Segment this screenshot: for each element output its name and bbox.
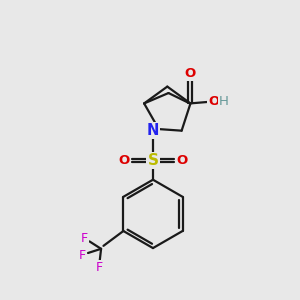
Text: F: F — [96, 261, 103, 274]
Text: F: F — [81, 232, 88, 245]
Text: N: N — [147, 123, 159, 138]
Text: F: F — [79, 249, 86, 262]
Text: O: O — [176, 154, 188, 167]
Text: O: O — [208, 95, 219, 108]
Text: S: S — [148, 153, 158, 168]
Text: H: H — [219, 95, 229, 108]
Text: O: O — [184, 67, 196, 80]
Text: O: O — [118, 154, 130, 167]
